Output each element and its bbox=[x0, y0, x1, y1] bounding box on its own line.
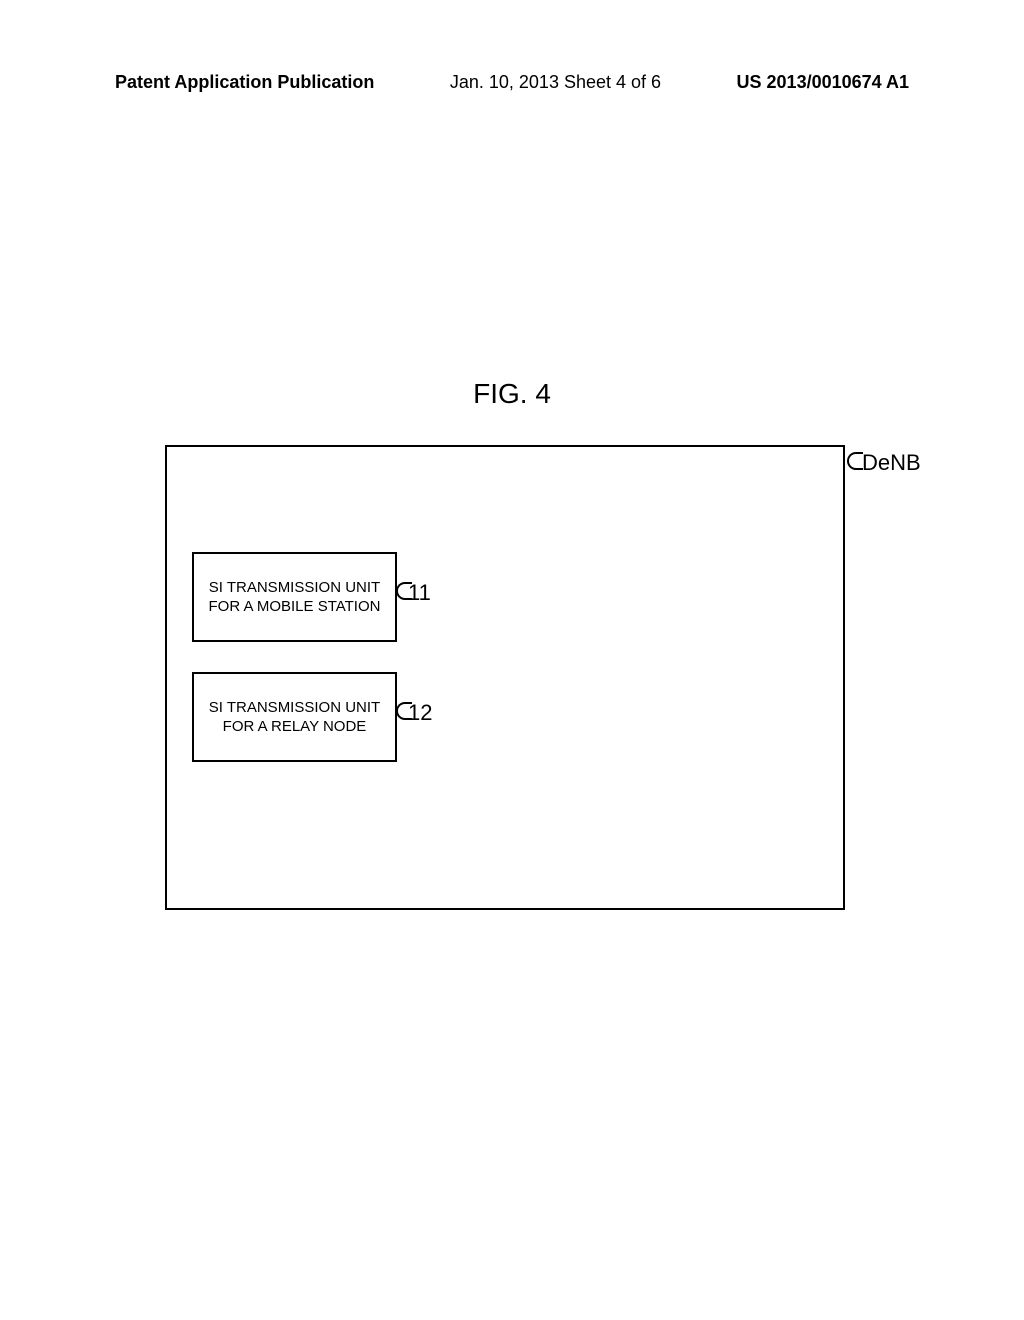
page-header: Patent Application Publication Jan. 10, … bbox=[0, 72, 1024, 93]
si-transmission-mobile-box: SI TRANSMISSION UNIT FOR A MOBILE STATIO… bbox=[192, 552, 397, 642]
header-publication-type: Patent Application Publication bbox=[115, 72, 374, 93]
reference-number-12: 12 bbox=[408, 700, 432, 726]
connector-curve-denb bbox=[847, 452, 863, 470]
figure-title: FIG. 4 bbox=[473, 378, 551, 410]
box1-text: SI TRANSMISSION UNIT FOR A MOBILE STATIO… bbox=[199, 578, 390, 617]
header-date-sheet: Jan. 10, 2013 Sheet 4 of 6 bbox=[450, 72, 661, 93]
reference-label-denb: DeNB bbox=[862, 450, 921, 476]
reference-number-11: 11 bbox=[408, 580, 431, 606]
denb-container: SI TRANSMISSION UNIT FOR A MOBILE STATIO… bbox=[165, 445, 845, 910]
header-publication-number: US 2013/0010674 A1 bbox=[737, 72, 909, 93]
si-transmission-relay-box: SI TRANSMISSION UNIT FOR A RELAY NODE bbox=[192, 672, 397, 762]
box2-text: SI TRANSMISSION UNIT FOR A RELAY NODE bbox=[199, 698, 390, 737]
